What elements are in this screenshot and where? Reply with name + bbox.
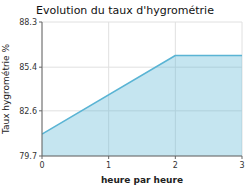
area: [42, 56, 242, 157]
grid: [42, 22, 242, 156]
line: [42, 56, 242, 135]
y-grid-line: [42, 22, 242, 23]
y-tick-label: 79.7: [19, 152, 37, 161]
y-tick-label: 82.6: [19, 107, 37, 116]
title: Evolution du taux d'hygrométrie: [36, 4, 214, 17]
y-tick: [39, 22, 42, 23]
axes: 0 1 2 3 79.7 82.6 85.4 88.3: [19, 18, 244, 170]
y-tick: [39, 156, 42, 157]
y-tick-label: 88.3: [19, 18, 37, 27]
x-tick-label: 0: [39, 161, 44, 170]
x-tick: [242, 156, 243, 159]
chart: 0 1 2 3 79.7 82.6 85.4 88.3 heure par heure Taux …: [0, 0, 250, 188]
y-axis-label: Taux hygrométrie %: [1, 43, 11, 135]
plot-background: [42, 22, 242, 156]
x-tick-label: 3: [239, 161, 244, 170]
y-axis-line: [42, 22, 43, 156]
x-tick-label: 2: [173, 161, 178, 170]
chart-container: 0 1 2 3 79.7 82.6 85.4 88.3 heure par heure Taux …: [0, 0, 250, 188]
x-grid-line: [42, 22, 43, 156]
data-layer: [42, 56, 242, 157]
y-grid-line: [42, 156, 242, 157]
x-axis-label: heure par heure: [101, 175, 183, 185]
y-tick: [39, 110, 42, 111]
x-tick-label: 1: [106, 161, 111, 170]
x-axis-line: [42, 156, 242, 157]
y-tick-label: 85.4: [19, 63, 37, 72]
x-tick: [175, 156, 176, 159]
y-tick: [39, 67, 42, 68]
x-tick: [108, 156, 109, 159]
